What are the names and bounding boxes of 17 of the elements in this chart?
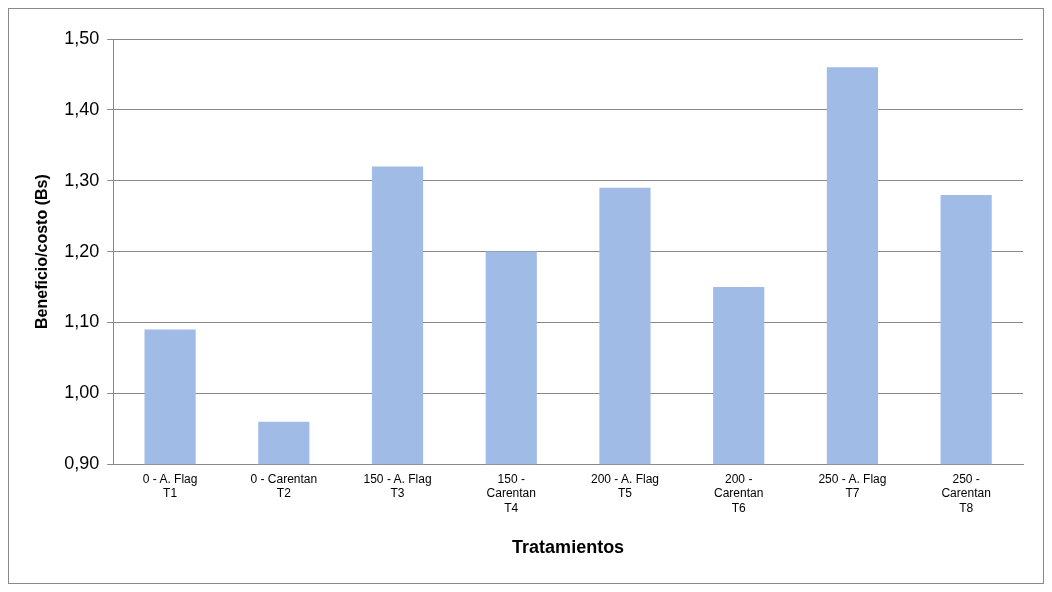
x-tick-label: 250 - A. Flag T7 bbox=[818, 471, 887, 501]
y-tick-label: 1,50 bbox=[64, 27, 100, 48]
y-tick-label: 1,20 bbox=[64, 240, 100, 261]
x-tick-label: 0 - Carentan T2 bbox=[250, 471, 318, 501]
x-axis-title: Tratamientos bbox=[512, 537, 625, 558]
x-tick-label: 150 - Carentan T4 bbox=[486, 471, 536, 515]
y-axis-title: Beneficio/costo (Bs) bbox=[33, 174, 51, 329]
x-tick-label: 200 - Carentan T6 bbox=[714, 471, 764, 515]
y-tick-label: 1,00 bbox=[64, 382, 100, 403]
y-tick-label: 1,10 bbox=[64, 311, 100, 332]
y-tick-label: 1,30 bbox=[64, 169, 100, 190]
x-tick-label: 250 - Carentan T8 bbox=[941, 471, 991, 515]
x-tick-label: 0 - A. Flag T1 bbox=[142, 471, 198, 501]
x-tick-label: 200 - A. Flag T5 bbox=[590, 471, 659, 501]
y-tick-label: 0,90 bbox=[64, 453, 100, 474]
y-tick-label: 1,40 bbox=[64, 98, 100, 119]
x-tick-label: 150 - A. Flag T3 bbox=[363, 471, 432, 501]
